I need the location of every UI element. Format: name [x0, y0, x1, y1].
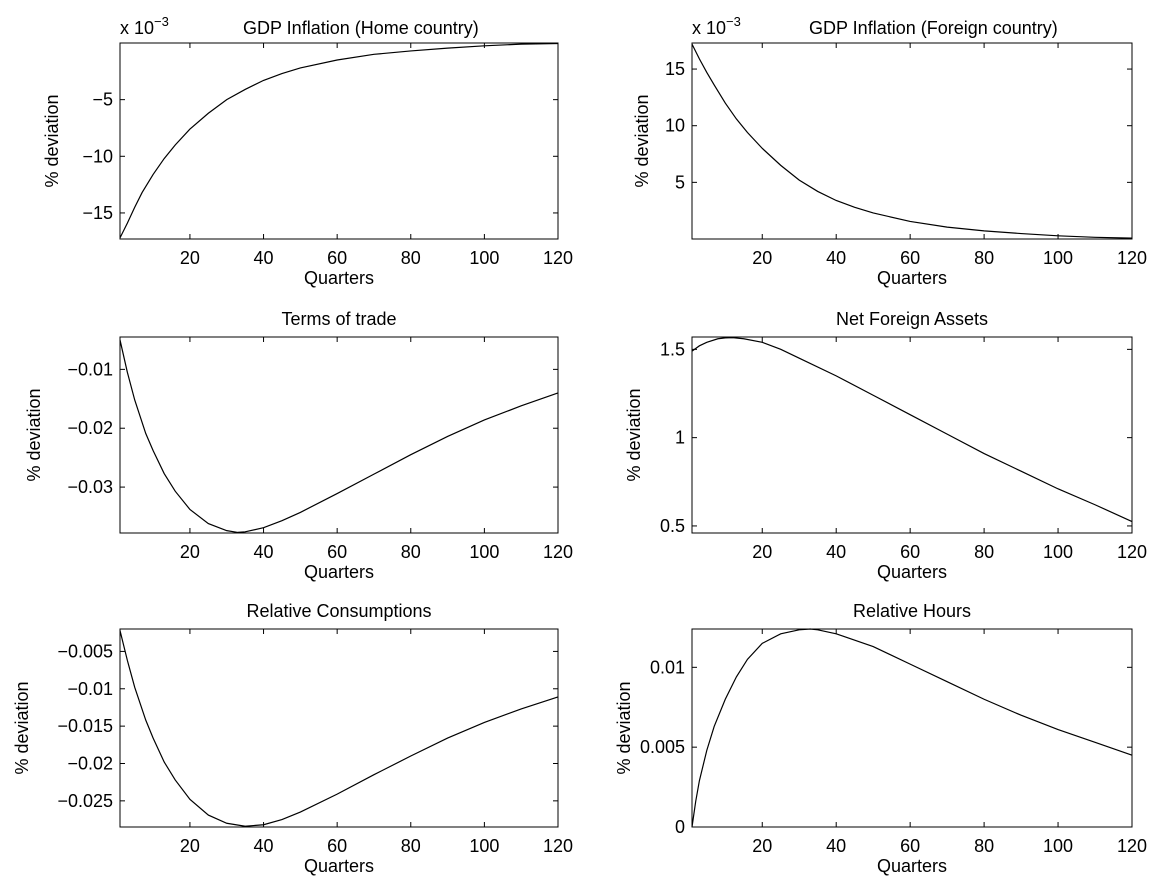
series-line	[691, 628, 1133, 828]
y-tick-label: −0.02	[67, 753, 113, 773]
axes-box	[691, 628, 1133, 828]
x-tick-label: 60	[327, 248, 347, 268]
x-tick-label: 60	[900, 248, 920, 268]
y-tick-label: −0.01	[67, 359, 113, 379]
y-tick-label: 0.5	[660, 516, 685, 536]
x-tick-label: 80	[974, 248, 994, 268]
axes-box	[691, 42, 1133, 240]
chart-panel-3: 20 40 60 80 100 120 −0.03 −0.02 −0.01 Quarters % d…	[24, 309, 573, 582]
x-tick-label: 60	[900, 542, 920, 562]
multiplier-base: x 10	[120, 18, 154, 38]
x-tick-label: 80	[401, 836, 421, 856]
y-tick-label: 15	[665, 59, 685, 79]
chart-panel-5: 20 40 60 80 100 120 −0.025 −0.02 −0.015 −0.01 −0.0…	[12, 601, 573, 876]
x-tick-label: 60	[900, 836, 920, 856]
x-tick-label: 100	[1043, 542, 1073, 562]
y-tick-label: −0.005	[57, 641, 113, 661]
y-tick-label: 5	[675, 172, 685, 192]
y-tick-label: −15	[82, 203, 113, 223]
x-tick-label: 80	[974, 542, 994, 562]
axes-box	[691, 336, 1133, 534]
axes-box	[119, 336, 559, 534]
x-axis-label: Quarters	[304, 856, 374, 876]
x-tick-label: 120	[1117, 248, 1147, 268]
x-axis-label: Quarters	[304, 562, 374, 582]
y-tick-label: −0.03	[67, 477, 113, 497]
x-tick-label: 20	[180, 542, 200, 562]
chart-panel-1: 20 40 60 80 100 120 −15 −10 −5 Quarters % deviatio…	[42, 14, 573, 288]
y-axis-label: % deviation	[624, 388, 644, 481]
x-tick-label: 40	[826, 836, 846, 856]
axis-multiplier: x 10−3	[692, 14, 741, 38]
multiplier-exponent: −3	[726, 14, 741, 29]
series-line	[691, 43, 1133, 239]
y-tick-label: 10	[665, 116, 685, 136]
chart-title: GDP Inflation (Foreign country)	[809, 18, 1058, 38]
axes-box	[119, 42, 559, 240]
y-tick-label: 0.005	[640, 737, 685, 757]
multiplier-exponent: −3	[154, 14, 169, 29]
y-axis-label: % deviation	[24, 388, 44, 481]
chart-panel-2: 20 40 60 80 100 120 5 10 15 Quarters % deviation x …	[632, 14, 1147, 288]
x-tick-label: 60	[327, 836, 347, 856]
y-axis-label: % deviation	[42, 94, 62, 187]
y-tick-label: −0.01	[67, 679, 113, 699]
x-tick-label: 60	[327, 542, 347, 562]
chart-panel-4: 20 40 60 80 100 120 0.5 1 1.5 Quarters % deviation…	[624, 309, 1147, 582]
x-axis-label: Quarters	[877, 268, 947, 288]
x-tick-label: 100	[1043, 836, 1073, 856]
multiplier-base: x 10	[692, 18, 726, 38]
chart-title: Net Foreign Assets	[836, 309, 988, 329]
y-tick-label: −0.02	[67, 418, 113, 438]
y-axis-label: % deviation	[632, 94, 652, 187]
y-tick-label: −5	[92, 90, 113, 110]
chart-panel-6: 20 40 60 80 100 120 0 0.005 0.01 Quarters % deviat…	[614, 601, 1147, 876]
x-tick-label: 120	[543, 248, 573, 268]
x-tick-label: 80	[401, 248, 421, 268]
chart-title: Relative Hours	[853, 601, 971, 621]
x-tick-label: 120	[543, 836, 573, 856]
series-line	[119, 339, 559, 534]
x-axis-label: Quarters	[877, 562, 947, 582]
chart-title: GDP Inflation (Home country)	[243, 18, 479, 38]
y-tick-label: 1	[675, 428, 685, 448]
series-line	[691, 337, 1133, 523]
x-tick-label: 120	[1117, 836, 1147, 856]
x-tick-label: 20	[180, 836, 200, 856]
y-axis-label: % deviation	[614, 681, 634, 774]
axes-box	[119, 628, 559, 828]
x-tick-label: 100	[1043, 248, 1073, 268]
x-tick-label: 100	[469, 542, 499, 562]
x-tick-label: 120	[1117, 542, 1147, 562]
x-tick-label: 20	[752, 248, 772, 268]
x-axis-label: Quarters	[304, 268, 374, 288]
x-tick-label: 20	[180, 248, 200, 268]
x-tick-label: 40	[254, 248, 274, 268]
x-tick-label: 40	[254, 542, 274, 562]
y-tick-label: 1.5	[660, 339, 685, 359]
x-tick-label: 20	[752, 542, 772, 562]
x-tick-label: 100	[469, 836, 499, 856]
x-tick-label: 40	[826, 248, 846, 268]
x-tick-label: 20	[752, 836, 772, 856]
x-tick-label: 40	[254, 836, 274, 856]
y-tick-label: 0.01	[650, 657, 685, 677]
x-tick-label: 80	[401, 542, 421, 562]
y-tick-label: −10	[82, 146, 113, 166]
x-tick-label: 40	[826, 542, 846, 562]
x-axis-label: Quarters	[877, 856, 947, 876]
y-tick-label: −0.025	[57, 791, 113, 811]
x-tick-label: 80	[974, 836, 994, 856]
series-line	[119, 42, 559, 239]
x-tick-label: 120	[543, 542, 573, 562]
y-tick-label: 0	[675, 817, 685, 837]
chart-title: Relative Consumptions	[246, 601, 431, 621]
series-line	[119, 630, 559, 827]
y-axis-label: % deviation	[12, 681, 32, 774]
x-tick-label: 100	[469, 248, 499, 268]
chart-title: Terms of trade	[281, 309, 396, 329]
y-tick-label: −0.015	[57, 716, 113, 736]
axis-multiplier: x 10−3	[120, 14, 169, 38]
